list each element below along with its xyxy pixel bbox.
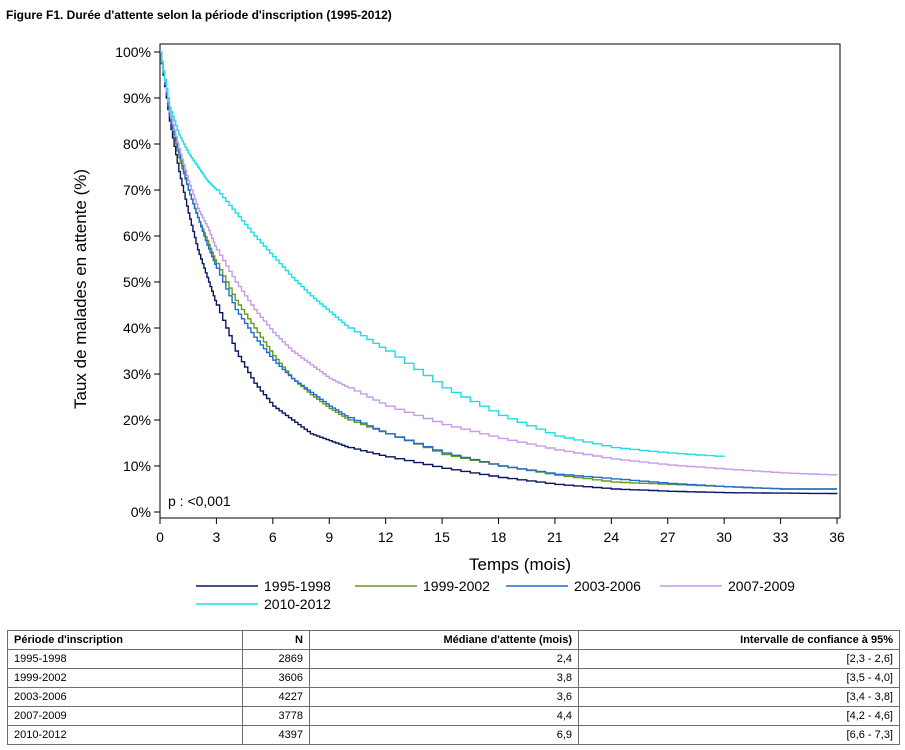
cell-ci: [3,5 - 4,0] xyxy=(578,668,900,688)
x-tick-label: 36 xyxy=(829,529,845,545)
x-tick-label: 12 xyxy=(378,529,394,545)
y-tick-label: 80% xyxy=(123,136,151,152)
cell-ci: [6,6 - 7,3] xyxy=(578,725,900,745)
y-tick-label: 100% xyxy=(115,44,151,60)
cell-median: 3,8 xyxy=(309,668,579,688)
col-header-n: N xyxy=(242,630,310,650)
y-tick-label: 70% xyxy=(123,182,151,198)
y-tick-label: 30% xyxy=(123,366,151,382)
cell-n: 4227 xyxy=(242,687,310,707)
cell-median: 4,4 xyxy=(309,706,579,726)
cell-n: 3778 xyxy=(242,706,310,726)
series-line-2007-2009 xyxy=(160,51,838,476)
plot-frame xyxy=(159,43,841,519)
cell-ci: [4,2 - 4,6] xyxy=(578,706,900,726)
y-tick-label: 90% xyxy=(123,90,151,106)
y-tick-label: 60% xyxy=(123,228,151,244)
legend-label: 1999-2002 xyxy=(423,578,490,594)
median-wait-table: Période d'inscription N Médiane d'attent… xyxy=(7,630,900,745)
p-value-annotation: p : <0,001 xyxy=(168,493,231,509)
cell-period: 2010-2012 xyxy=(7,725,243,745)
cell-period: 1999-2002 xyxy=(7,668,243,688)
table-row: 2010-2012 4397 6,9 [6,6 - 7,3] xyxy=(7,725,900,745)
cell-period: 2007-2009 xyxy=(7,706,243,726)
x-tick-label: 30 xyxy=(716,529,732,545)
x-tick-label: 18 xyxy=(491,529,507,545)
x-tick-label: 33 xyxy=(773,529,789,545)
x-tick-label: 24 xyxy=(604,529,620,545)
series-line-2010-2012 xyxy=(160,51,725,457)
col-header-median: Médiane d'attente (mois) xyxy=(309,630,579,650)
y-tick-label: 10% xyxy=(123,458,151,474)
series-line-2003-2006 xyxy=(160,51,837,490)
y-tick-label: 0% xyxy=(131,504,151,520)
y-tick-label: 20% xyxy=(123,412,151,428)
y-tick-label: 50% xyxy=(123,274,151,290)
x-tick-label: 3 xyxy=(213,529,221,545)
legend-label: 2003-2006 xyxy=(574,578,641,594)
cell-ci: [3,4 - 3,8] xyxy=(578,687,900,707)
col-header-period: Période d'inscription xyxy=(7,630,243,650)
cell-n: 4397 xyxy=(242,725,310,745)
legend-label: 1995-1998 xyxy=(264,578,331,594)
table-row: 1999-2002 3606 3,8 [3,5 - 4,0] xyxy=(7,668,900,688)
y-tick-label: 40% xyxy=(123,320,151,336)
cell-n: 2869 xyxy=(242,649,310,669)
x-tick-label: 27 xyxy=(660,529,676,545)
table-row: 1995-1998 2869 2,4 [2,3 - 2,6] xyxy=(7,649,900,669)
cell-period: 2003-2006 xyxy=(7,687,243,707)
survival-chart: 0%10%20%30%40%50%60%70%80%90%100%0 3 6 9 12 1… xyxy=(71,43,845,612)
table-row: 2007-2009 3778 4,4 [4,2 - 4,6] xyxy=(7,706,900,726)
x-tick-label: 9 xyxy=(325,529,333,545)
cell-median: 3,6 xyxy=(309,687,579,707)
col-header-ci: Intervalle de confiance à 95% xyxy=(578,630,900,650)
figure-title: Figure F1. Durée d'attente selon la péri… xyxy=(6,8,392,22)
series-line-1995-1998 xyxy=(160,51,838,495)
series-line-1999-2002 xyxy=(160,51,837,490)
cell-median: 2,4 xyxy=(309,649,579,669)
cell-n: 3606 xyxy=(242,668,310,688)
table-header-row: Période d'inscription N Médiane d'attent… xyxy=(7,630,900,650)
x-tick-label: 6 xyxy=(269,529,277,545)
x-tick-label: 21 xyxy=(547,529,563,545)
legend-label: 2007-2009 xyxy=(728,578,795,594)
legend-label: 2010-2012 xyxy=(264,596,331,612)
y-axis-label: Taux de malades en attente (%) xyxy=(71,169,90,409)
cell-median: 6,9 xyxy=(309,725,579,745)
x-tick-label: 15 xyxy=(434,529,450,545)
cell-period: 1995-1998 xyxy=(7,649,243,669)
x-tick-label: 0 xyxy=(156,529,164,545)
x-axis-label: Temps (mois) xyxy=(469,555,571,574)
cell-ci: [2,3 - 2,6] xyxy=(578,649,900,669)
table-row: 2003-2006 4227 3,6 [3,4 - 3,8] xyxy=(7,687,900,707)
